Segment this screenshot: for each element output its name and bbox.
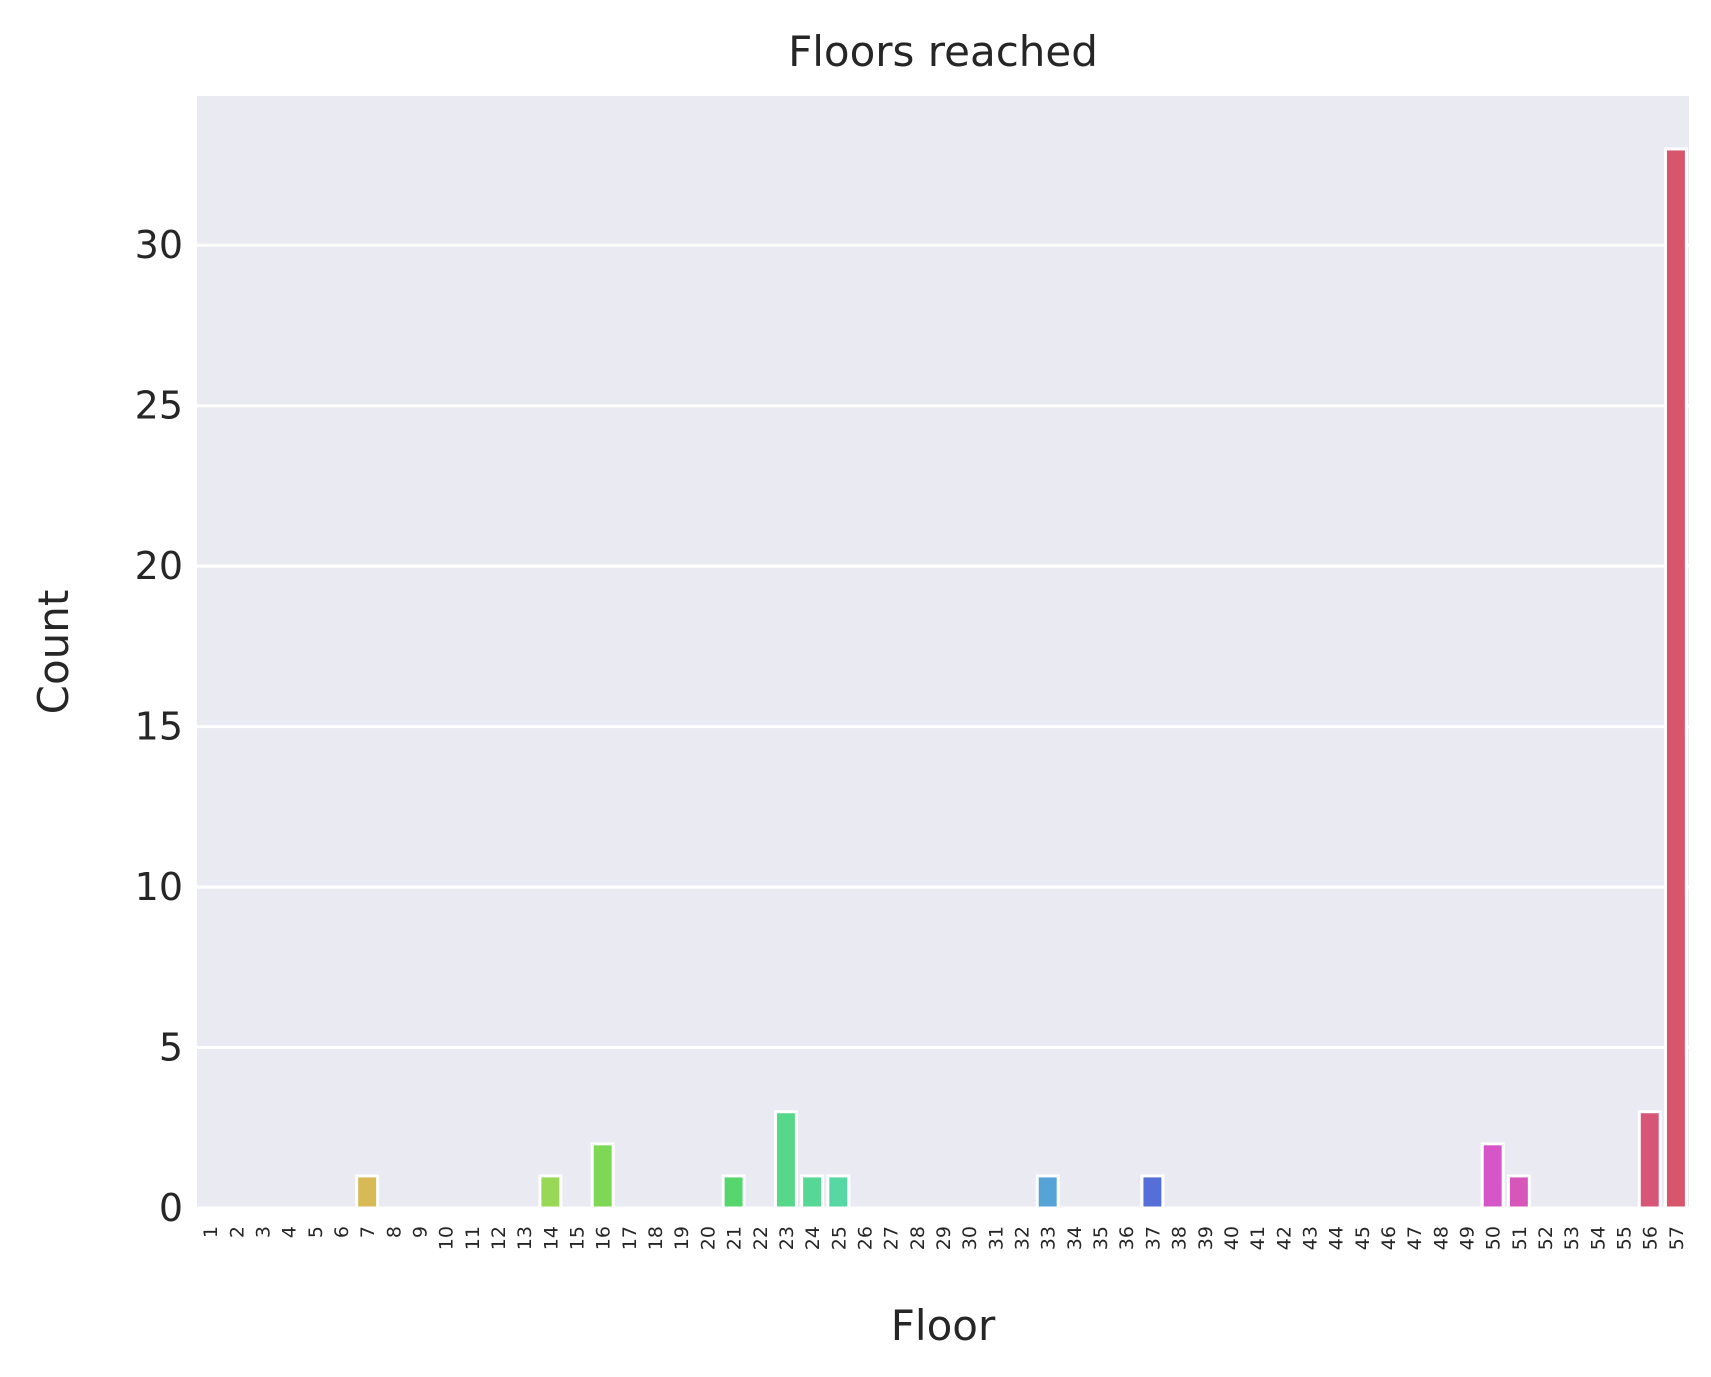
x-tick-label: 18	[645, 1226, 667, 1250]
x-tick-label: 29	[933, 1226, 955, 1250]
bar-floor-25	[826, 1174, 851, 1210]
bar-floor-50	[1480, 1142, 1505, 1210]
x-tick-label: 47	[1404, 1226, 1426, 1250]
y-tick-label: 15	[135, 705, 183, 749]
x-tick-label: 44	[1326, 1226, 1348, 1250]
x-tick-label: 14	[540, 1226, 562, 1250]
bar-floor-57	[1663, 147, 1688, 1210]
x-tick-label: 26	[854, 1226, 876, 1250]
x-tick-label: 3	[252, 1226, 274, 1238]
x-tick-label: 40	[1221, 1226, 1243, 1250]
bar-floor-56	[1637, 1110, 1662, 1210]
x-tick-label: 22	[750, 1226, 772, 1250]
x-tick-label: 48	[1430, 1226, 1452, 1250]
bars	[355, 147, 1688, 1210]
x-tick-label: 20	[697, 1226, 719, 1250]
bar-floor-16	[590, 1142, 615, 1210]
y-axis-label: Count	[29, 590, 78, 715]
x-tick-label: 11	[462, 1226, 484, 1250]
x-tick-label: 53	[1561, 1226, 1583, 1250]
x-tick-label: 23	[776, 1226, 798, 1250]
x-tick-label: 16	[593, 1226, 615, 1250]
x-tick-label: 27	[881, 1226, 903, 1250]
x-axis-label: Floor	[891, 1301, 996, 1350]
x-tick-label: 52	[1535, 1226, 1557, 1250]
bar-floor-37	[1140, 1174, 1165, 1210]
x-tick-label: 43	[1299, 1226, 1321, 1250]
y-tick-label: 5	[159, 1026, 183, 1070]
bar-floor-14	[538, 1174, 563, 1210]
x-tick-label: 15	[567, 1226, 589, 1250]
x-tick-label: 51	[1509, 1226, 1531, 1250]
x-tick-label: 56	[1640, 1226, 1662, 1250]
x-tick-label: 30	[959, 1226, 981, 1250]
bar-floor-51	[1506, 1174, 1531, 1210]
x-tick-label: 37	[1142, 1226, 1164, 1250]
x-tick-label: 57	[1666, 1226, 1688, 1250]
x-tick-label: 45	[1352, 1226, 1374, 1250]
y-tick-label: 20	[135, 544, 183, 588]
x-tick-label: 21	[724, 1226, 746, 1250]
x-tick-label: 19	[671, 1226, 693, 1250]
x-tick-label: 9	[409, 1226, 431, 1238]
y-axis-ticks: 0 5 10 15 20 25 30	[135, 223, 183, 1230]
grid-lines	[197, 243, 1689, 1210]
x-tick-label: 49	[1457, 1226, 1479, 1250]
y-tick-label: 10	[135, 865, 183, 909]
x-tick-label: 33	[1038, 1226, 1060, 1250]
x-tick-label: 13	[514, 1226, 536, 1250]
x-tick-label: 25	[828, 1226, 850, 1250]
y-tick-label: 25	[135, 384, 183, 428]
bar-floor-33	[1035, 1174, 1060, 1210]
plot-area	[197, 96, 1689, 1208]
x-tick-label: 10	[436, 1226, 458, 1250]
x-axis-ticks: 1 2 3 4 5 6 7 8 9 10 11 12 13 14 15 16 17 18 19 20 21 22 23 24 2…	[200, 1226, 1688, 1250]
y-tick-label: 0	[159, 1186, 183, 1230]
bar-floor-23	[773, 1110, 798, 1210]
x-tick-label: 46	[1378, 1226, 1400, 1250]
x-tick-label: 39	[1195, 1226, 1217, 1250]
bar-floor-24	[800, 1174, 825, 1210]
x-tick-label: 34	[1064, 1226, 1086, 1250]
bar-floor-7	[355, 1174, 380, 1210]
x-tick-label: 28	[907, 1226, 929, 1250]
x-tick-label: 55	[1614, 1226, 1636, 1250]
x-tick-label: 35	[1090, 1226, 1112, 1250]
x-tick-label: 50	[1483, 1226, 1505, 1250]
x-tick-label: 38	[1169, 1226, 1191, 1250]
x-tick-label: 31	[985, 1226, 1007, 1250]
x-tick-label: 24	[802, 1226, 824, 1250]
x-tick-label: 7	[357, 1226, 379, 1238]
x-tick-label: 42	[1273, 1226, 1295, 1250]
chart-title: Floors reached	[788, 27, 1098, 76]
x-tick-label: 17	[619, 1226, 641, 1250]
x-tick-label: 32	[1012, 1226, 1034, 1250]
x-tick-label: 6	[331, 1226, 353, 1238]
bar-floor-21	[721, 1174, 746, 1210]
x-tick-label: 1	[200, 1226, 222, 1238]
x-tick-label: 2	[226, 1226, 248, 1238]
x-tick-label: 36	[1116, 1226, 1138, 1250]
x-tick-label: 41	[1247, 1226, 1269, 1250]
x-tick-label: 8	[383, 1226, 405, 1238]
x-tick-label: 5	[305, 1226, 327, 1238]
x-tick-label: 4	[279, 1226, 301, 1238]
x-tick-label: 12	[488, 1226, 510, 1250]
y-tick-label: 30	[135, 223, 183, 267]
x-tick-label: 54	[1587, 1226, 1609, 1250]
